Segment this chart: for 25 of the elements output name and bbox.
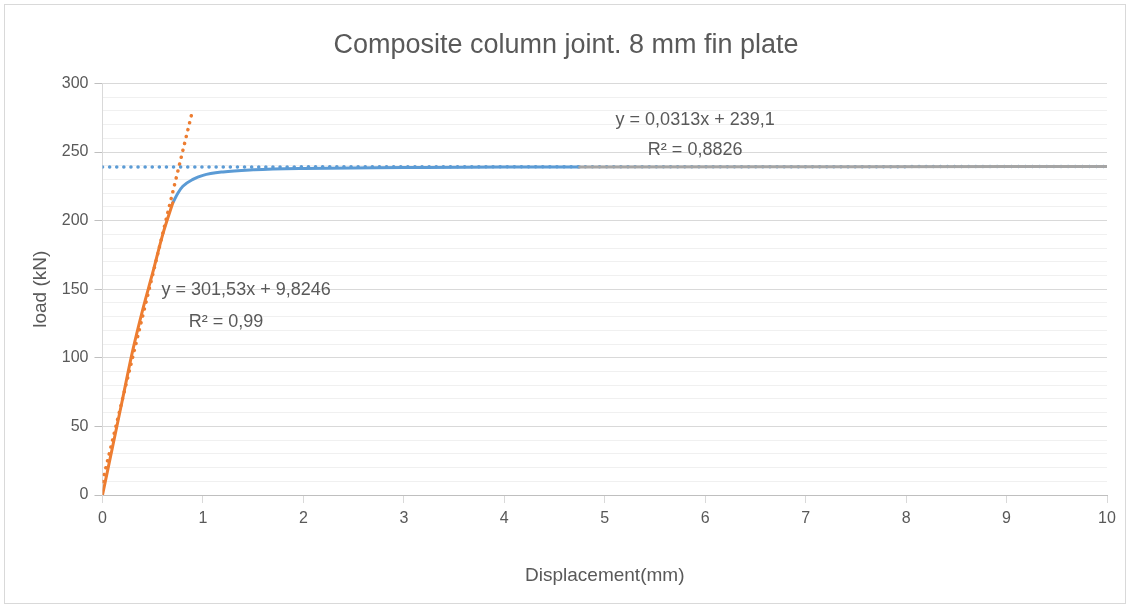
y-tick-label: 100 [61, 348, 89, 366]
y-axis-title: load (kN) [28, 250, 50, 328]
y-tick-label: 200 [61, 211, 89, 229]
y-tick-label: 250 [61, 142, 89, 160]
y-tick-label: 50 [70, 416, 89, 434]
x-tick-label: 0 [98, 509, 108, 527]
x-tick-label: 6 [700, 509, 710, 527]
annotation: y = 301,53x + 9,8246 [161, 279, 331, 300]
x-axis-title: Displacement(mm) [525, 563, 685, 585]
x-tick-label: 3 [399, 509, 409, 527]
y-tick-label: 300 [61, 73, 89, 91]
x-tick-label: 9 [1002, 509, 1012, 527]
x-tick-label: 10 [1098, 509, 1116, 527]
annotation: R² = 0,8826 [647, 139, 743, 160]
x-tick-label: 5 [600, 509, 610, 527]
x-tick-label: 1 [198, 509, 208, 527]
x-tick-label: 8 [901, 509, 911, 527]
y-tick-label: 0 [79, 485, 89, 503]
annotation: y = 0,0313x + 239,1 [615, 108, 775, 129]
annotation: R² = 0,99 [188, 310, 264, 331]
y-tick-label: 150 [61, 279, 89, 297]
x-tick-label: 7 [801, 509, 811, 527]
x-tick-label: 2 [298, 509, 308, 527]
x-tick-label: 4 [499, 509, 509, 527]
chart-title: Composite column joint. 8 mm fin plate [333, 28, 799, 59]
